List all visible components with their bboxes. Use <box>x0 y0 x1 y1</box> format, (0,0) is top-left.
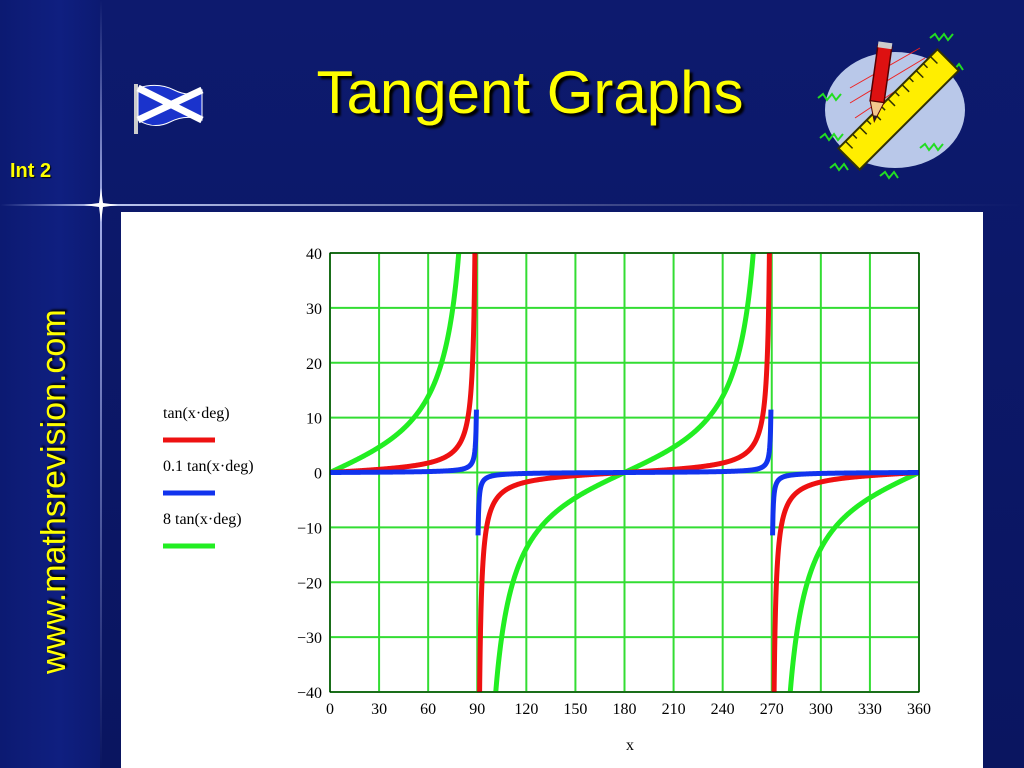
x-tick-label-6: 180 <box>613 701 637 718</box>
y-tick-label-1: 30 <box>306 301 322 318</box>
slide-title: Tangent Graphs <box>316 59 744 126</box>
legend-entry-1: 0.1 tan(x·deg) <box>163 458 254 475</box>
horizontal-divider <box>0 204 1024 206</box>
pencil-ruler-clipart-icon <box>817 32 965 180</box>
tangent-chart: 0 30 60 90 120 150 180 210 240 270 300 330 360 40 30 20… <box>163 246 931 754</box>
vertical-divider <box>100 0 102 768</box>
x-axis-label: x <box>626 737 634 754</box>
plot-frame <box>329 252 920 693</box>
x-tick-label-3: 90 <box>469 701 485 718</box>
sparkle-icon <box>84 188 118 222</box>
x-tick-label-8: 240 <box>711 701 735 718</box>
left-strip <box>0 0 100 768</box>
x-tick-label-11: 330 <box>858 701 882 718</box>
website-label: www.mathsrevision.com <box>35 309 73 674</box>
x-tick-label-10: 300 <box>809 701 833 718</box>
y-tick-label-8: −40 <box>297 685 322 702</box>
legend-entry-0: tan(x·deg) <box>163 405 230 422</box>
legend: tan(x·deg) 0.1 tan(x·deg) 8 tan(x·deg) <box>163 405 254 549</box>
x-tick-label-7: 210 <box>662 701 686 718</box>
y-tick-label-3: 10 <box>306 411 322 428</box>
x-tick-label-9: 270 <box>760 701 784 718</box>
x-tick-label-12: 360 <box>907 701 931 718</box>
y-tick-label-0: 40 <box>306 246 322 263</box>
legend-entry-2: 8 tan(x·deg) <box>163 511 242 528</box>
level-label: Int 2 <box>10 160 52 182</box>
saltire-flag-icon <box>134 84 204 134</box>
x-tick-label-2: 60 <box>420 701 436 718</box>
x-tick-label-4: 120 <box>514 701 538 718</box>
x-tick-label-1: 30 <box>371 701 387 718</box>
y-tick-label-4: 0 <box>314 466 322 483</box>
x-tick-label-5: 150 <box>563 701 587 718</box>
y-tick-label-7: −30 <box>297 630 322 647</box>
x-tick-label-0: 0 <box>326 701 334 718</box>
series-layer <box>330 253 919 692</box>
series-line-1 <box>330 409 919 536</box>
y-tick-label-6: −20 <box>297 575 322 592</box>
tick-labels: 0 30 60 90 120 150 180 210 240 270 300 330 360 40 30 20… <box>297 246 931 718</box>
chart-panel: 0 30 60 90 120 150 180 210 240 270 300 330 360 40 30 20… <box>121 212 983 768</box>
y-tick-label-2: 20 <box>306 356 322 373</box>
y-tick-label-5: −10 <box>297 520 322 537</box>
